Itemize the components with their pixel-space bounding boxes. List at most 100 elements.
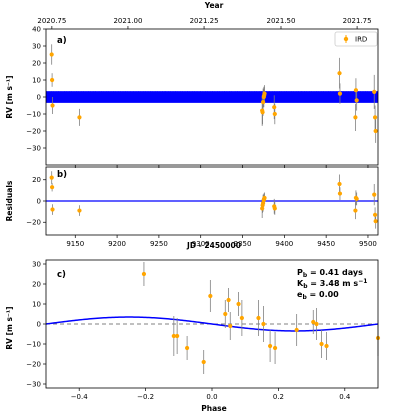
panel-c-xtick-label: 0.4 <box>339 393 351 401</box>
panel-b-xtick-label: 9200 <box>108 240 126 248</box>
panel-a-data-point <box>50 77 55 83</box>
legend-label: IRD <box>355 36 367 44</box>
panel-b-ylabel: Residuals <box>5 180 14 221</box>
panel-b-xtick-label: 9500 <box>359 240 377 248</box>
panel-a-data-point <box>354 98 359 103</box>
panel-c-ytick-label: 10 <box>32 300 41 308</box>
panel-b-data-point <box>260 206 265 211</box>
panel-c-label: c) <box>57 270 66 280</box>
panel-b-label: b) <box>57 170 67 180</box>
panel-b-data-point <box>353 208 358 213</box>
panel-a-ytick-label: 20 <box>32 59 41 67</box>
panel-c-ytick-label: −20 <box>26 360 41 368</box>
panel-a-data-point <box>260 100 266 105</box>
panel-c-ytick-label: −10 <box>26 340 41 348</box>
panel-a-data-point <box>272 105 277 110</box>
orbital-parameter-text: Kb = 3.48 m s−1 <box>297 278 367 290</box>
panel-a-ytick-label: 0 <box>37 93 41 101</box>
panel-c-data-point <box>185 345 190 351</box>
panel-a-data-point <box>372 115 378 120</box>
panel-c-model-curve <box>45 316 379 332</box>
panel-b-data-point <box>372 212 378 217</box>
panel-c-xtick-label: −0.2 <box>137 393 154 401</box>
panel-c-data-point <box>239 315 244 321</box>
legend-marker <box>343 36 349 42</box>
panel-b-xtick-label: 9350 <box>234 240 252 248</box>
panel-a-label: a) <box>57 36 67 46</box>
orbital-parameter-text: Pb = 0.41 days <box>297 268 363 279</box>
panel-b-data-point <box>354 196 359 201</box>
panel-b-data-point <box>50 207 55 212</box>
panel-a-top-xtick-label: 2021.75 <box>343 17 372 25</box>
panel-a-top-xtick-label: 2021.25 <box>190 17 219 25</box>
panel-a-model-curve <box>46 91 378 103</box>
panel-b-data-point <box>337 181 342 187</box>
panel-a-top-xtick-label: 2020.75 <box>37 17 66 25</box>
panel-c-data-point <box>319 341 324 347</box>
panel-b-xlabel: JD - 2450000 <box>186 241 241 250</box>
panel-c-data-point <box>261 321 266 327</box>
panel-a-ytick-label: 10 <box>32 76 41 84</box>
panel-c-data-point <box>236 301 241 307</box>
panel-c-xlabel: Phase <box>201 404 226 413</box>
panel-a-data-point <box>372 89 377 94</box>
orbital-parameter-text: eb = 0.00 <box>297 290 339 301</box>
panel-b-data-point <box>372 192 377 197</box>
panel-b-data-point <box>49 175 54 180</box>
panel-c-ytick-label: 20 <box>32 280 41 288</box>
panel-c-data-point <box>324 343 329 349</box>
panel-a-ytick-label: −10 <box>26 110 41 118</box>
panel-a-top-xtick-label: 2021.50 <box>267 17 296 25</box>
panel-c-data-point <box>256 315 261 321</box>
panel-c-ytick-label: 0 <box>37 320 41 328</box>
panel-b-ytick-label: 0 <box>37 197 41 205</box>
panel-c-data-point <box>294 327 299 333</box>
panel-a-data-point <box>337 91 343 96</box>
panel-c-data-point <box>228 323 233 329</box>
panel-c-data-point <box>314 321 319 327</box>
panel-c-data-point <box>311 319 316 325</box>
panel-c-ytick-label: −30 <box>26 380 41 388</box>
panel-a-data-point <box>353 88 359 93</box>
panel-b-xtick-label: 9400 <box>275 240 293 248</box>
panel-a-data-point <box>260 110 265 115</box>
panel-a-data-point <box>373 128 378 134</box>
panel-c-xtick-label: 0.0 <box>206 393 217 401</box>
top-axis-label: Year <box>204 1 224 10</box>
panel-a-data-point <box>353 115 358 120</box>
panel-c-ytick-label: 30 <box>32 260 41 268</box>
panel-b-data-point <box>337 191 343 196</box>
panel-b-xtick-label: 9150 <box>66 240 84 248</box>
panel-b-xtick-label: 9450 <box>317 240 335 248</box>
panel-c-data-point <box>268 343 273 349</box>
panel-a-ytick-label: −20 <box>26 127 41 135</box>
panel-c-data-point <box>201 359 206 365</box>
panel-b-data-point <box>272 206 277 211</box>
panel-b-data-point <box>260 201 266 206</box>
panel-c-data-point <box>272 345 278 351</box>
panel-a-ytick-label: 30 <box>32 42 41 50</box>
panel-a-ylabel: RV [m s⁻¹] <box>5 75 14 118</box>
panel-b-data-point <box>50 185 55 190</box>
legend: IRD <box>334 31 378 47</box>
panel-a-data-point <box>77 115 82 120</box>
panel-a-ytick-label: −30 <box>26 144 41 152</box>
panel-c-data-point <box>175 333 180 339</box>
panel-a-ytick-label: 40 <box>32 25 41 33</box>
panel-a-data-point <box>272 111 277 117</box>
panel-a-top-xtick-label: 2021.00 <box>113 17 142 25</box>
panel-c-data-point <box>226 297 231 303</box>
panel-b-ytick-label: −20 <box>26 219 41 227</box>
panel-a-data-point <box>337 71 342 76</box>
panel-c-ylabel: RV [m s⁻¹] <box>5 306 14 349</box>
panel-b-data-point <box>77 208 82 213</box>
panel-c-xtick-label: 0.2 <box>273 393 284 401</box>
panel-b-data-point <box>373 219 378 224</box>
panel-c-data-point <box>208 293 213 299</box>
panel-b-data-point <box>262 195 267 200</box>
panel-c-data-point <box>171 333 176 339</box>
panel-a-data-point <box>50 103 55 108</box>
panel-c-data-point <box>141 271 147 277</box>
